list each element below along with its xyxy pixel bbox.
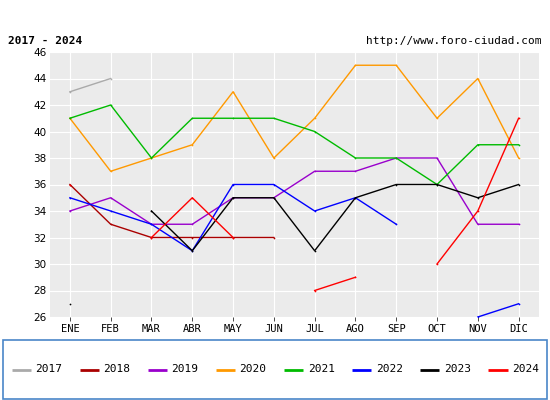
Text: 2017 - 2024: 2017 - 2024 [8,36,82,46]
Text: 2021: 2021 [307,364,334,374]
Text: 2017: 2017 [35,364,62,374]
Text: 2018: 2018 [103,364,130,374]
Text: Evolucion del paro registrado en Alboloduy: Evolucion del paro registrado en Albolod… [73,8,477,22]
Text: 2019: 2019 [172,364,199,374]
FancyBboxPatch shape [3,340,547,399]
Text: 2023: 2023 [444,364,471,374]
Text: 2020: 2020 [240,364,267,374]
Text: http://www.foro-ciudad.com: http://www.foro-ciudad.com [366,36,542,46]
Text: 2022: 2022 [376,364,403,374]
Text: 2024: 2024 [512,364,539,374]
